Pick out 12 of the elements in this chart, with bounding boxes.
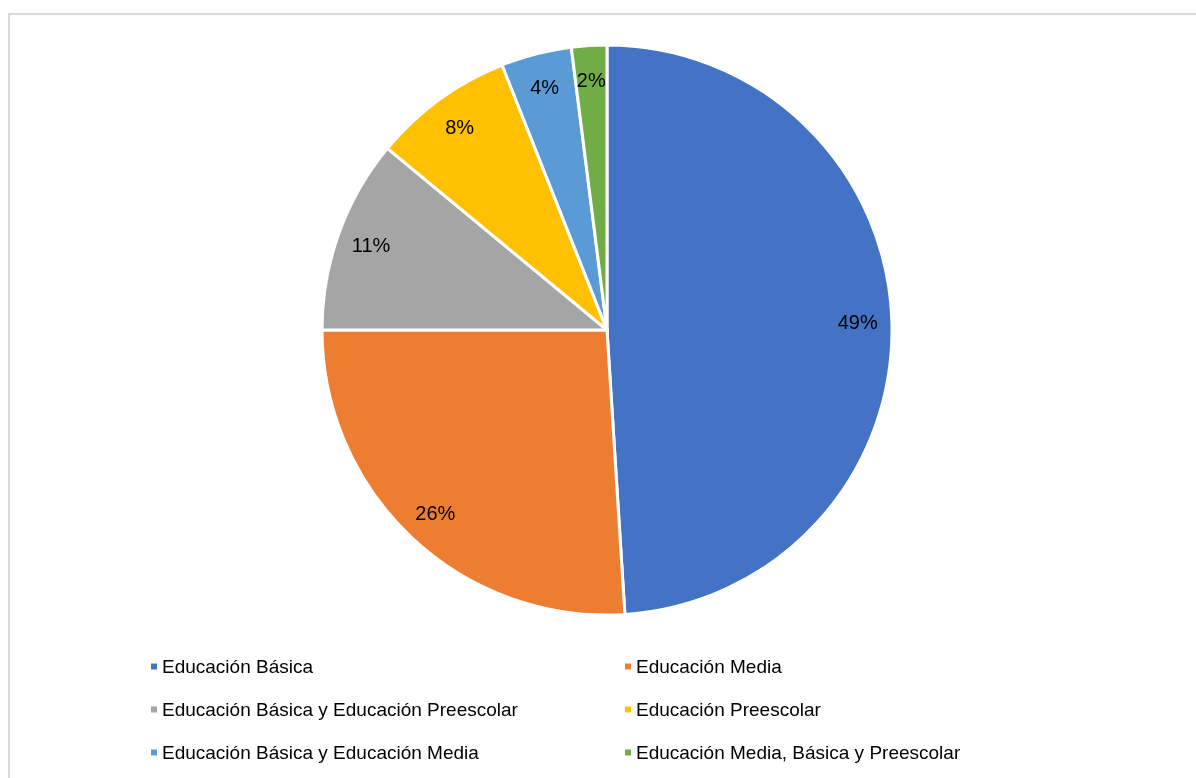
legend-label: Educación Media, Básica y Preescolar [636, 742, 961, 763]
data-label: 11% [351, 234, 391, 257]
data-label: 2% [576, 68, 606, 91]
legend-label: Educación Preescolar [636, 699, 822, 720]
legend-label: Educación Básica y Educación Preescolar [162, 699, 519, 720]
legend-label: Educación Básica [162, 656, 314, 677]
data-label: 4% [530, 76, 560, 99]
data-label: 49% [837, 311, 878, 334]
data-label: 26% [415, 501, 456, 524]
legend-label: Educación Básica y Educación Media [162, 742, 480, 763]
legend-label: Educación Media [636, 656, 783, 677]
data-label: 8% [445, 116, 475, 139]
